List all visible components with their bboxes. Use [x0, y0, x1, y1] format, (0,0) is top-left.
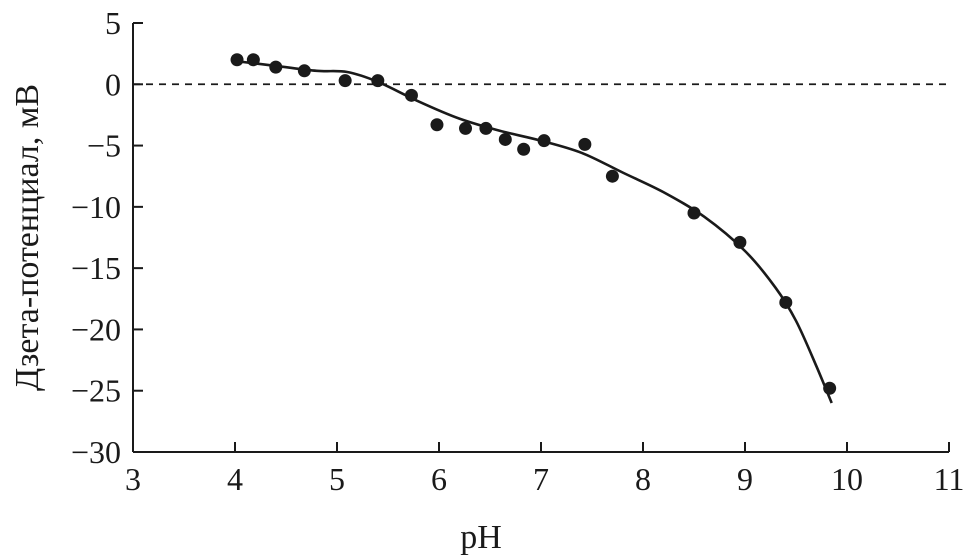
y-tick-label: −25: [71, 373, 121, 409]
axis-labels: 3 4 5 6 7 8 9 10 11 5 0 −5 −10 −15 −20 −25 −30 pH Дзета-по…: [9, 5, 964, 556]
x-tick-label: 9: [737, 461, 753, 497]
y-tick-label: 0: [105, 66, 121, 102]
x-tick-label: 3: [125, 461, 141, 497]
x-tick-label: 7: [533, 461, 549, 497]
data-point: [479, 121, 493, 135]
y-tick-label: −15: [71, 250, 121, 286]
data-point: [537, 134, 551, 148]
data-point: [269, 60, 283, 74]
x-tick-label: 5: [329, 461, 345, 497]
data-point: [823, 381, 837, 395]
y-tick-label: −5: [87, 128, 121, 164]
x-tick-label: 6: [431, 461, 447, 497]
x-tick-label: 10: [831, 461, 863, 497]
fit-curve: [234, 59, 833, 404]
y-axis-title: Дзета-потенциал, мВ: [9, 84, 46, 391]
data-point: [404, 88, 418, 102]
x-tick-label: 4: [227, 461, 243, 497]
y-tick-label: −20: [71, 311, 121, 347]
data-point: [430, 118, 444, 132]
data-point: [297, 64, 311, 78]
data-point: [459, 121, 473, 135]
data-point: [338, 74, 352, 88]
x-tick-label: 11: [934, 461, 965, 497]
data-series: [230, 53, 837, 404]
data-point: [687, 206, 701, 220]
y-tick-label: −30: [71, 434, 121, 470]
data-point: [517, 142, 531, 156]
data-point: [230, 53, 244, 67]
data-point: [578, 137, 592, 151]
y-tick-label: 5: [105, 5, 121, 41]
x-tick-label: 8: [635, 461, 651, 497]
x-axis-title: pH: [460, 519, 502, 556]
data-point: [733, 235, 747, 249]
y-tick-label: −10: [71, 189, 121, 225]
data-point: [498, 132, 512, 146]
data-point: [779, 295, 793, 309]
data-point: [605, 169, 619, 183]
data-point: [246, 53, 260, 67]
data-point: [371, 74, 385, 88]
